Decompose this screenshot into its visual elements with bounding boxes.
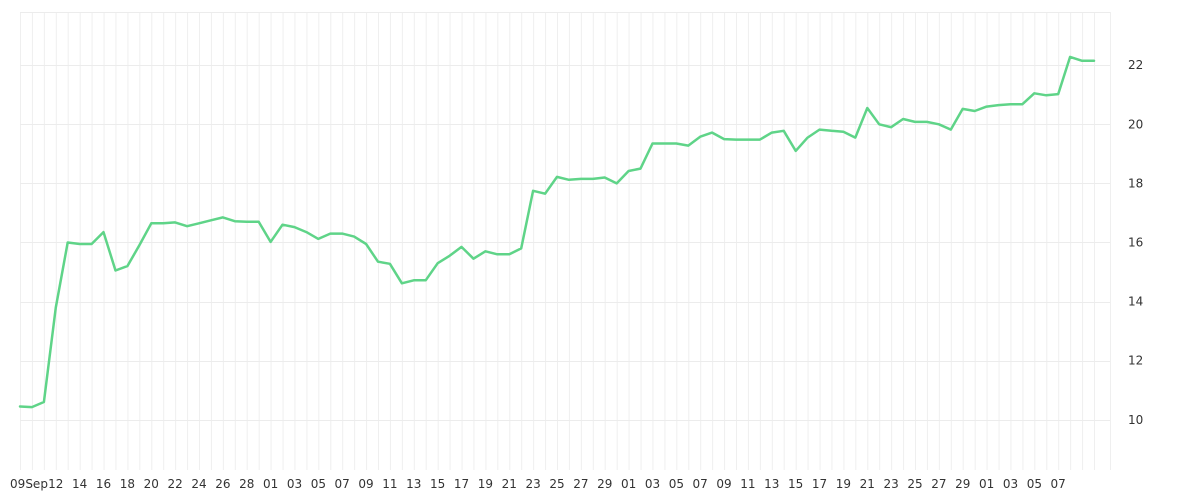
x-tick-label: 12 [48, 477, 63, 491]
x-tick-label: 15 [430, 477, 445, 491]
x-tick-label: 26 [215, 477, 230, 491]
x-tick-label: 19 [836, 477, 851, 491]
series-line [18, 55, 1096, 409]
x-tick-label: 07 [335, 477, 350, 491]
y-tick-label: 12 [1128, 354, 1143, 368]
series-layer [18, 55, 1096, 409]
x-tick-label: 09 [358, 477, 373, 491]
x-tick-label: 01 [263, 477, 278, 491]
y-tick-label: 16 [1128, 235, 1143, 249]
x-tick-label: 29 [955, 477, 970, 491]
x-tick-label: 21 [860, 477, 875, 491]
y-tick-label: 22 [1128, 58, 1143, 72]
x-axis: 09Sep 12 14 16 18 20 22 24 26 28 01 03 05 07 09 11 13 15 1… [10, 477, 1066, 491]
x-tick-label: 09 [716, 477, 731, 491]
x-tick-label: 18 [120, 477, 135, 491]
x-tick-label: 11 [382, 477, 397, 491]
y-tick-label: 14 [1128, 295, 1143, 309]
x-tick-label: 15 [788, 477, 803, 491]
x-tick-label: 05 [1027, 477, 1042, 491]
x-tick-label: 20 [144, 477, 159, 491]
x-tick-label: 01 [979, 477, 994, 491]
x-tick-label: 09Sep [10, 477, 48, 491]
y-axis: 10 12 14 16 18 20 22 [1128, 58, 1143, 427]
x-tick-label: 24 [191, 477, 206, 491]
x-tick-label: 14 [72, 477, 87, 491]
x-tick-label: 27 [573, 477, 588, 491]
x-tick-label: 19 [478, 477, 493, 491]
x-tick-label: 29 [597, 477, 612, 491]
x-tick-label: 28 [239, 477, 254, 491]
x-tick-label: 13 [406, 477, 421, 491]
y-tick-label: 18 [1128, 176, 1143, 190]
x-tick-label: 23 [525, 477, 540, 491]
y-tick-label: 20 [1128, 117, 1143, 131]
x-tick-label: 07 [693, 477, 708, 491]
x-tick-label: 25 [549, 477, 564, 491]
x-tick-label: 03 [1003, 477, 1018, 491]
x-tick-label: 07 [1051, 477, 1066, 491]
x-tick-label: 01 [621, 477, 636, 491]
x-tick-label: 11 [740, 477, 755, 491]
x-tick-label: 21 [502, 477, 517, 491]
x-tick-label: 13 [764, 477, 779, 491]
x-tick-label: 25 [907, 477, 922, 491]
x-tick-label: 05 [311, 477, 326, 491]
x-tick-label: 27 [931, 477, 946, 491]
x-tick-label: 05 [669, 477, 684, 491]
x-tick-label: 17 [454, 477, 469, 491]
y-tick-label: 10 [1128, 413, 1143, 427]
gridlines [20, 12, 1111, 470]
x-tick-label: 03 [645, 477, 660, 491]
x-tick-label: 16 [96, 477, 111, 491]
x-tick-label: 22 [167, 477, 182, 491]
x-tick-label: 17 [812, 477, 827, 491]
x-tick-label: 23 [883, 477, 898, 491]
x-tick-label: 03 [287, 477, 302, 491]
